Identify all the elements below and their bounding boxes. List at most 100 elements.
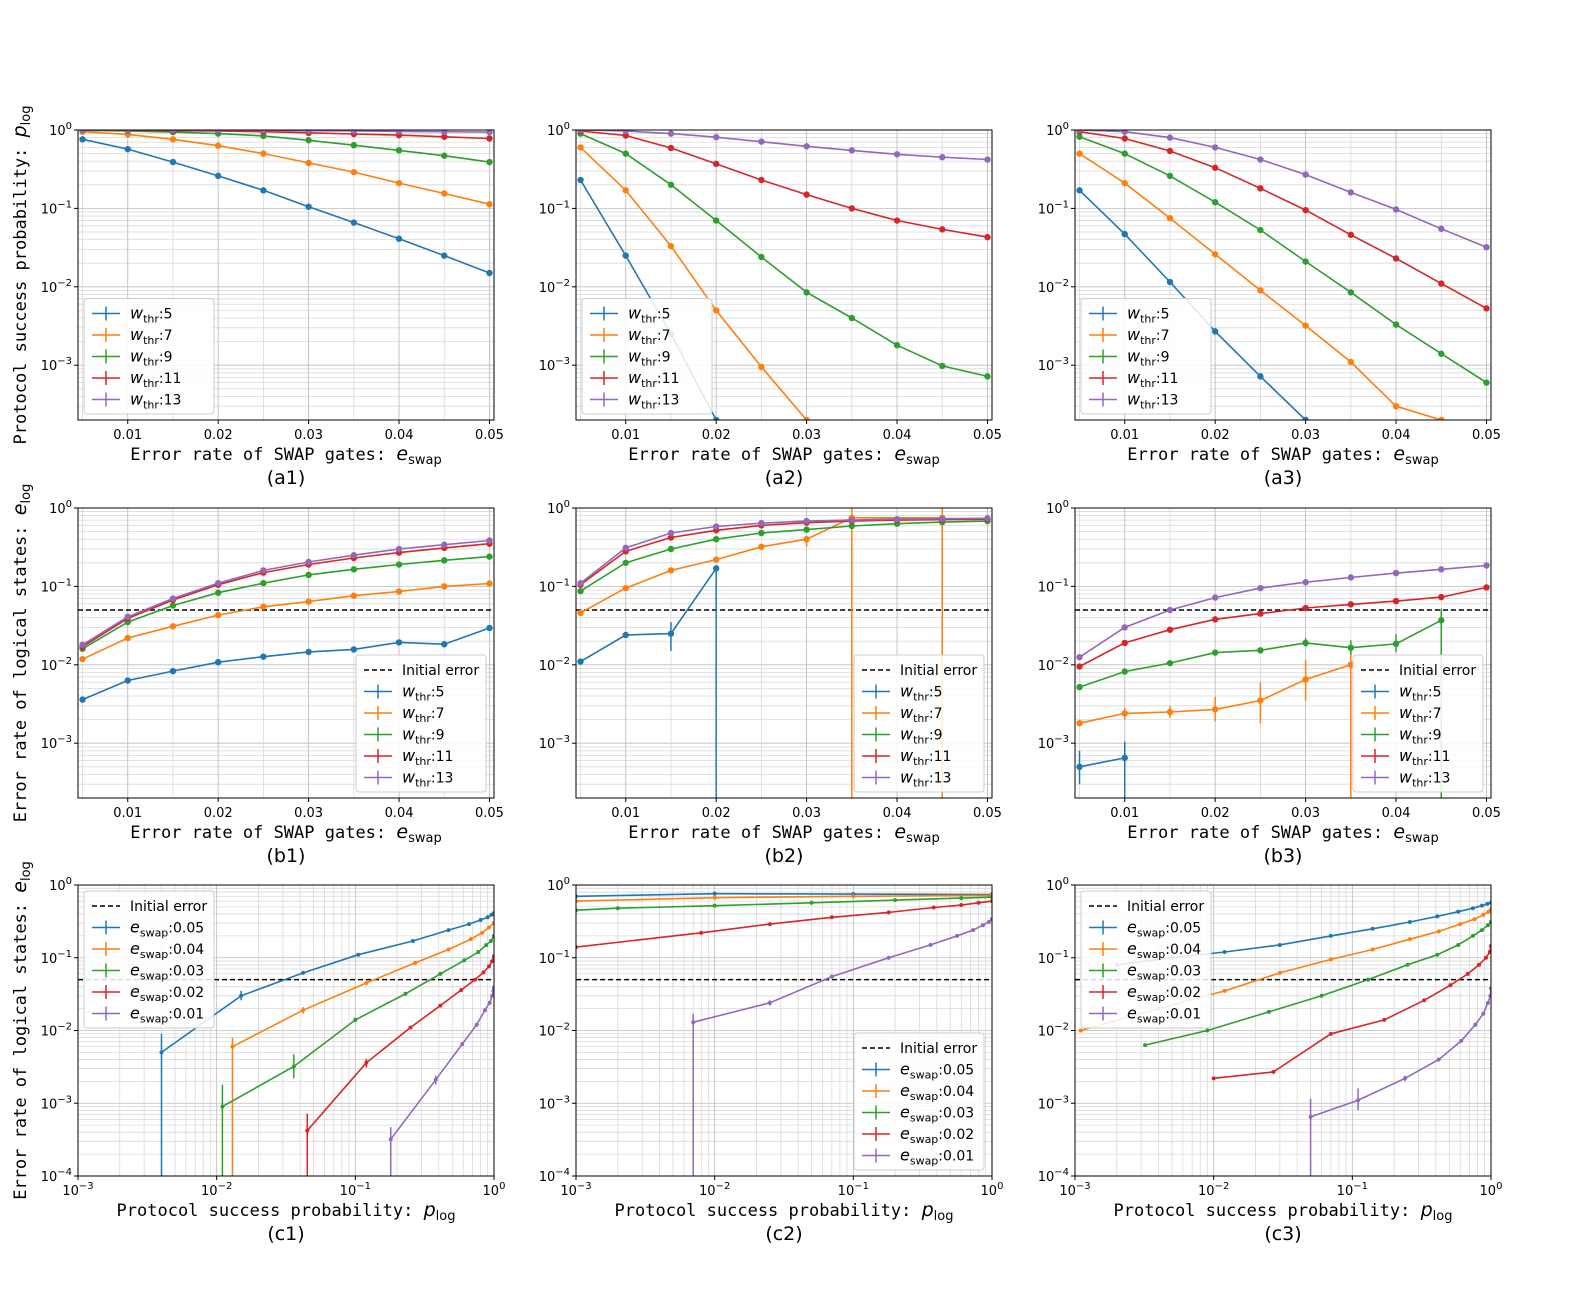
text-span: 10 xyxy=(1038,1097,1055,1112)
data-point xyxy=(939,362,946,370)
data-point xyxy=(893,217,901,224)
data-point xyxy=(1438,566,1445,573)
data-point xyxy=(1456,909,1461,914)
data-point xyxy=(395,179,403,187)
legend-subscript: thr xyxy=(913,734,929,747)
data-point xyxy=(803,526,810,533)
panel-label: (b3) xyxy=(1264,845,1303,867)
tick-exponent: −2 xyxy=(218,1181,233,1192)
y-tick-label: 10−3 xyxy=(41,1094,72,1112)
legend-symbol: e xyxy=(1127,982,1137,1001)
legend-value: :7 xyxy=(159,328,173,344)
text-span: 10 xyxy=(539,1170,556,1185)
legend-label: eswap:0.01 xyxy=(900,1146,974,1168)
text-span: 10 xyxy=(41,1170,58,1185)
legend-subscript: thr xyxy=(1140,377,1156,390)
text-span: 10 xyxy=(539,1097,556,1112)
tick-exponent: 0 xyxy=(564,876,570,887)
legend-value: :0.01 xyxy=(1165,1007,1201,1023)
data-point xyxy=(1436,1057,1441,1062)
y-tick-label: 10−4 xyxy=(41,1167,72,1185)
x-tick-label: 0.03 xyxy=(294,428,323,443)
legend-subscript: swap xyxy=(910,1069,938,1082)
data-point xyxy=(169,602,177,609)
legend-symbol: e xyxy=(1127,939,1137,958)
x-tick-label: 0.01 xyxy=(1110,806,1139,821)
legend-value: :0.02 xyxy=(1165,985,1201,1001)
text-span: 10 xyxy=(539,281,556,296)
data-point xyxy=(1257,226,1264,234)
data-point xyxy=(622,130,629,135)
tick-exponent: −3 xyxy=(555,734,570,745)
data-point xyxy=(214,611,222,619)
tick-exponent: −1 xyxy=(1054,949,1069,960)
text-span: 10 xyxy=(539,659,556,674)
data-point xyxy=(712,565,720,572)
data-point xyxy=(886,910,891,915)
legend-label: wthr:11 xyxy=(1399,746,1450,768)
data-point xyxy=(667,181,675,188)
data-point xyxy=(1479,903,1484,908)
legend-item: wthr:13 xyxy=(1361,768,1450,790)
data-point xyxy=(1166,708,1174,716)
legend-symbol: e xyxy=(1127,961,1137,980)
legend-label: wthr:13 xyxy=(900,768,951,790)
text-span: 10 xyxy=(1337,1184,1354,1199)
tick-exponent: 0 xyxy=(1063,876,1069,887)
x-tick-label: 0.05 xyxy=(1472,428,1501,443)
legend-value: :13 xyxy=(657,393,680,409)
legend-item: wthr:5 xyxy=(1089,304,1170,326)
data-point xyxy=(482,1008,487,1013)
panel-label: (b2) xyxy=(765,845,804,867)
y-tick-label: 10−3 xyxy=(1038,356,1069,374)
legend-subscript: swap xyxy=(910,1155,938,1168)
y-tick-label: 100 xyxy=(547,499,570,517)
legend-value: :5 xyxy=(431,685,445,701)
legend-value: :0.01 xyxy=(168,1007,204,1023)
x-tick-label: 0.04 xyxy=(385,428,414,443)
data-point xyxy=(462,958,467,963)
x-tick-label: 0.04 xyxy=(883,806,912,821)
data-point xyxy=(803,191,810,198)
axis-subscript: log xyxy=(19,484,34,504)
data-point xyxy=(712,307,720,314)
data-point xyxy=(848,205,856,212)
data-point xyxy=(1166,134,1174,141)
axis-symbol: e xyxy=(894,821,906,843)
tick-exponent: −3 xyxy=(57,1094,72,1105)
legend-box xyxy=(83,890,215,1029)
legend-item: Initial error xyxy=(364,663,479,679)
legend-box xyxy=(83,298,215,415)
data-point xyxy=(712,903,717,908)
legend-item: Initial error xyxy=(1361,663,1476,679)
axis-symbol: e xyxy=(894,443,906,465)
axes-frame xyxy=(77,507,495,799)
data-point xyxy=(667,534,675,541)
data-point xyxy=(79,655,86,663)
legend-value: :0.01 xyxy=(938,1149,974,1165)
y-tick-label: 10−2 xyxy=(41,278,72,296)
axis-symbol: e xyxy=(1393,443,1405,465)
legend-subscript: thr xyxy=(1412,691,1428,704)
y-tick-label: 10−1 xyxy=(539,199,570,217)
data-point xyxy=(712,556,720,563)
legend-symbol: w xyxy=(900,703,914,722)
data-point xyxy=(1435,914,1440,919)
data-point xyxy=(305,137,312,144)
legend-box xyxy=(581,298,713,415)
legend-label: wthr:5 xyxy=(1127,304,1170,326)
data-point xyxy=(1392,402,1400,410)
legend-symbol: w xyxy=(130,347,144,366)
legend-symbol: w xyxy=(628,368,642,387)
data-point xyxy=(1271,1069,1276,1074)
legend-symbol: w xyxy=(1127,304,1141,323)
y-tick-label: 100 xyxy=(1046,876,1069,894)
legend-symbol: w xyxy=(130,304,144,323)
legend-box xyxy=(355,654,487,793)
axis-symbol: p xyxy=(921,1199,934,1221)
text-span: Error rate of SWAP gates: xyxy=(628,823,894,843)
legend-label: wthr:7 xyxy=(1127,325,1170,347)
